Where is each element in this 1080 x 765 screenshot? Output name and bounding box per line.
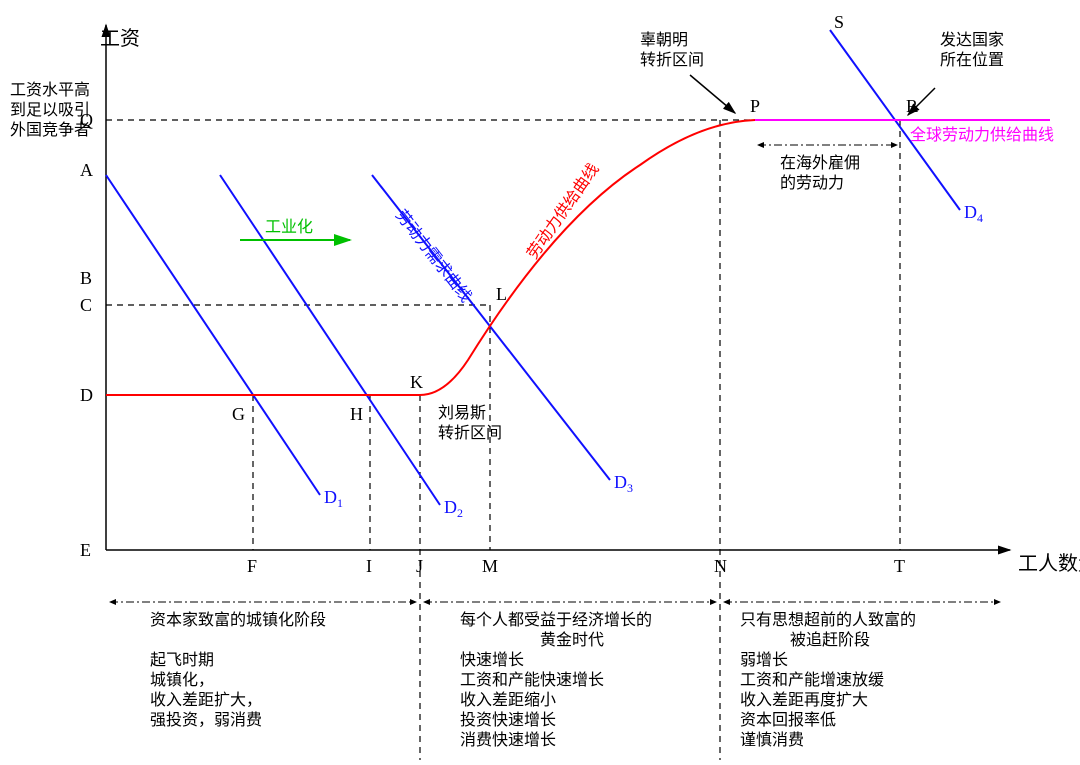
- lewis-line1: 刘易斯: [438, 404, 486, 422]
- pt-G: G: [232, 404, 245, 424]
- developed-line1: 发达国家: [940, 31, 1004, 49]
- phase2-b3: 投资快速增长: [460, 711, 556, 729]
- phase1-title: 资本家致富的城镇化阶段: [150, 611, 326, 629]
- pt-L: L: [496, 284, 507, 304]
- phase3-b3: 资本回报率低: [740, 711, 836, 729]
- zhaoming-line1: 辜朝明: [640, 31, 688, 49]
- pt-E: E: [80, 540, 91, 560]
- lbl-D4: D4: [964, 202, 983, 225]
- demand-caption: 劳动力需求曲线: [392, 206, 475, 305]
- phase2-b1: 工资和产能快速增长: [460, 671, 604, 689]
- phase2-b0: 快速增长: [460, 651, 524, 669]
- pt-D: D: [80, 385, 93, 405]
- zhaoming-arrow: [690, 75, 735, 113]
- phase3-title-l1: 只有思想超前的人致富的: [740, 611, 916, 629]
- phase1-b2: 收入差距扩大，: [150, 691, 262, 709]
- industrialization-label: 工业化: [265, 218, 313, 236]
- phase1-b3: 强投资，弱消费: [150, 711, 262, 729]
- high-wage-line1: 工资水平高: [10, 81, 90, 99]
- phase2-b2: 收入差距缩小: [460, 691, 556, 709]
- pt-P: P: [750, 96, 760, 116]
- pt-K: K: [410, 372, 423, 392]
- lbl-D3: D3: [614, 472, 633, 495]
- phase2-b4: 消费快速增长: [460, 731, 556, 749]
- pt-B: B: [80, 268, 92, 288]
- phase3-b4: 谨慎消费: [740, 731, 804, 749]
- phase2-title-l2: 黄金时代: [540, 631, 604, 649]
- phase1-b1: 城镇化，: [150, 671, 214, 689]
- overseas-line2: 的劳动力: [780, 174, 844, 192]
- high-wage-line3: 外国竞争者: [10, 121, 90, 139]
- phase2-title-l1: 每个人都受益于经济增长的: [460, 611, 652, 629]
- high-wage-line2: 到足以吸引: [10, 101, 90, 119]
- pt-H: H: [350, 404, 363, 424]
- pt-M: M: [482, 556, 498, 576]
- phase3-b0: 弱增长: [740, 651, 788, 669]
- lbl-D2: D2: [444, 497, 463, 520]
- pt-A: A: [80, 160, 93, 180]
- phase3-b2: 收入差距再度扩大: [740, 691, 868, 709]
- pt-T: T: [894, 556, 905, 576]
- pt-C: C: [80, 295, 92, 315]
- supply-caption: 劳动力供给曲线: [524, 160, 603, 262]
- phase1-b0: 起飞时期: [150, 651, 214, 669]
- pt-I: I: [366, 556, 372, 576]
- lbl-S: S: [834, 12, 844, 32]
- overseas-line1: 在海外雇佣: [780, 154, 860, 172]
- phase3-title-l2: 被追赶阶段: [790, 631, 870, 649]
- lewis-line2: 转折区间: [438, 424, 502, 442]
- x-axis-label: 工人数量: [1018, 552, 1080, 575]
- developed-line2: 所在位置: [940, 51, 1004, 69]
- y-axis-label: 工资: [100, 27, 140, 50]
- global-supply-caption: 全球劳动力供给曲线: [910, 126, 1054, 144]
- zhaoming-line2: 转折区间: [640, 51, 704, 69]
- labor-supply-diagram: 工资 工人数量 Q A B C D E F I J M N T D1 D2 D3…: [0, 0, 1080, 765]
- lbl-D1: D1: [324, 487, 343, 510]
- phase3-b1: 工资和产能增速放缓: [740, 671, 884, 689]
- pt-F: F: [247, 556, 257, 576]
